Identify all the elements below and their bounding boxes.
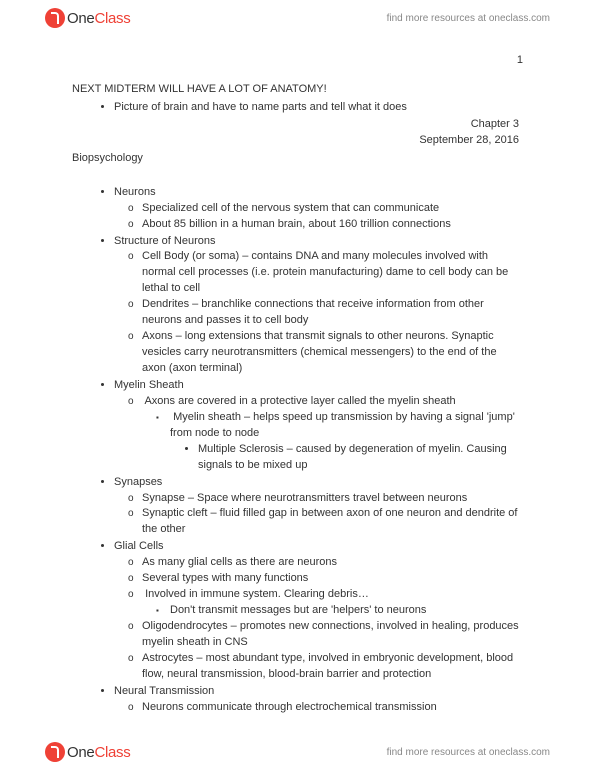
section-heading: Neurons	[114, 186, 156, 198]
logo: OneClass	[45, 8, 130, 28]
page-footer: OneClass find more resources at oneclass…	[0, 736, 595, 770]
list-item: Neurons communicate through electrochemi…	[142, 700, 523, 716]
section-heading: Structure of Neurons	[114, 235, 216, 247]
list-item-text: Axons are covered in a protective layer …	[144, 395, 455, 407]
list-item: Dendrites – branchlike connections that …	[142, 297, 523, 329]
list-item: Astrocytes – most abundant type, involve…	[142, 651, 523, 683]
section-synapses: Synapses Synapse – Space where neurotran…	[114, 475, 523, 539]
section-heading: Myelin Sheath	[114, 379, 184, 391]
section-heading: Glial Cells	[114, 540, 164, 552]
list-item: Don't transmit messages but are 'helpers…	[170, 603, 523, 619]
list-item: Synaptic cleft – fluid filled gap in bet…	[142, 506, 523, 538]
list-item: Axons – long extensions that transmit si…	[142, 329, 523, 377]
section-heading: Synapses	[114, 476, 162, 488]
chapter-label: Chapter 3	[72, 117, 523, 133]
logo-text: OneClass	[67, 744, 130, 761]
list-item: Cell Body (or soma) – contains DNA and m…	[142, 249, 523, 297]
logo-text-one: One	[67, 10, 94, 27]
list-item: Oligodendrocytes – promotes new connecti…	[142, 619, 523, 651]
logo-text-one: One	[67, 744, 94, 761]
section-structure: Structure of Neurons Cell Body (or soma)…	[114, 234, 523, 377]
footer-link[interactable]: find more resources at oneclass.com	[387, 747, 550, 758]
list-item: Multiple Sclerosis – caused by degenerat…	[198, 442, 523, 474]
page-number: 1	[0, 34, 595, 66]
subject-label: Biopsychology	[72, 151, 523, 167]
list-item: Involved in immune system. Clearing debr…	[142, 587, 523, 619]
list-item: Axons are covered in a protective layer …	[142, 394, 523, 474]
list-item: Synapse – Space where neurotransmitters …	[142, 491, 523, 507]
date-label: September 28, 2016	[72, 133, 523, 149]
section-heading: Neural Transmission	[114, 685, 214, 697]
section-neurons: Neurons Specialized cell of the nervous …	[114, 185, 523, 233]
list-item: Several types with many functions	[142, 571, 523, 587]
logo-icon	[45, 742, 65, 762]
doc-title: NEXT MIDTERM WILL HAVE A LOT OF ANATOMY!	[72, 82, 523, 98]
list-item-text: Myelin sheath – helps speed up transmiss…	[170, 411, 515, 439]
logo-text: OneClass	[67, 10, 130, 27]
list-item: As many glial cells as there are neurons	[142, 555, 523, 571]
logo-text-class: Class	[94, 10, 130, 27]
list-item: Myelin sheath – helps speed up transmiss…	[170, 410, 523, 474]
list-item: About 85 billion in a human brain, about…	[142, 217, 523, 233]
section-myelin: Myelin Sheath Axons are covered in a pro…	[114, 378, 523, 474]
outline-list: Neurons Specialized cell of the nervous …	[72, 185, 523, 716]
logo-text-class: Class	[94, 744, 130, 761]
intro-bullet: Picture of brain and have to name parts …	[114, 100, 523, 116]
header-link[interactable]: find more resources at oneclass.com	[387, 13, 550, 24]
list-item-text: Involved in immune system. Clearing debr…	[145, 588, 369, 600]
section-glial: Glial Cells As many glial cells as there…	[114, 539, 523, 682]
section-neural: Neural Transmission Neurons communicate …	[114, 684, 523, 716]
footer-logo: OneClass	[45, 742, 130, 762]
document-body: NEXT MIDTERM WILL HAVE A LOT OF ANATOMY!…	[0, 66, 595, 716]
list-item: Specialized cell of the nervous system t…	[142, 201, 523, 217]
page-header: OneClass find more resources at oneclass…	[0, 0, 595, 34]
logo-icon	[45, 8, 65, 28]
